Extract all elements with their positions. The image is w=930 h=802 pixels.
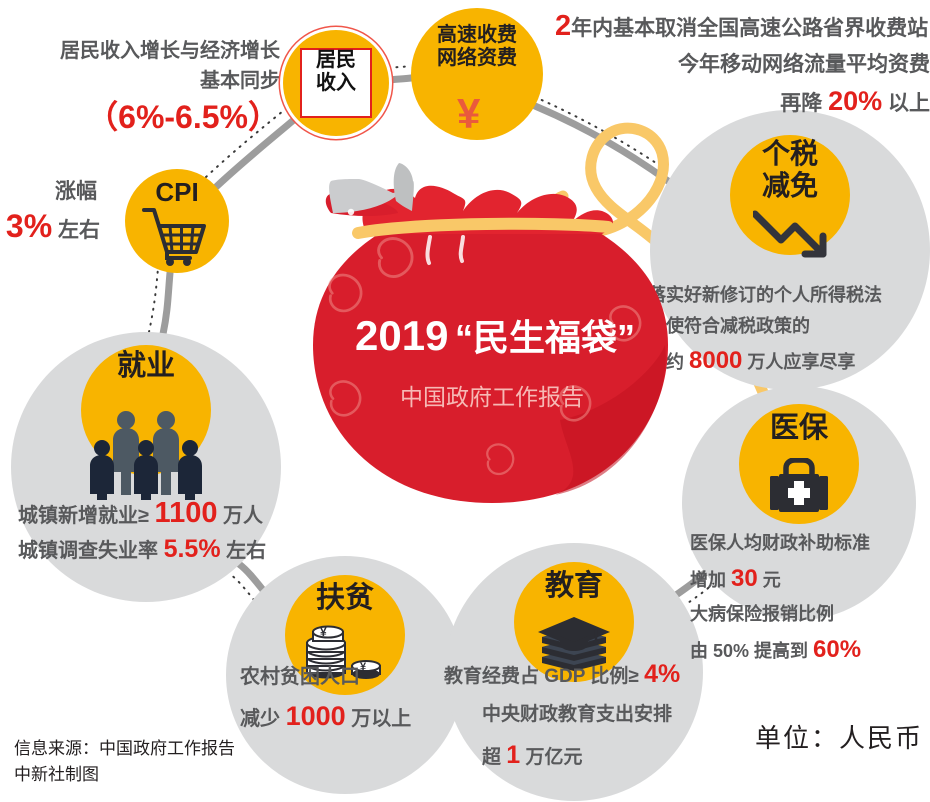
svg-text:“民生福袋”: “民生福袋” [455, 317, 635, 358]
svg-text:2019: 2019 [355, 312, 448, 359]
svg-text:中国政府工作报告: 中国政府工作报告 [400, 384, 584, 410]
